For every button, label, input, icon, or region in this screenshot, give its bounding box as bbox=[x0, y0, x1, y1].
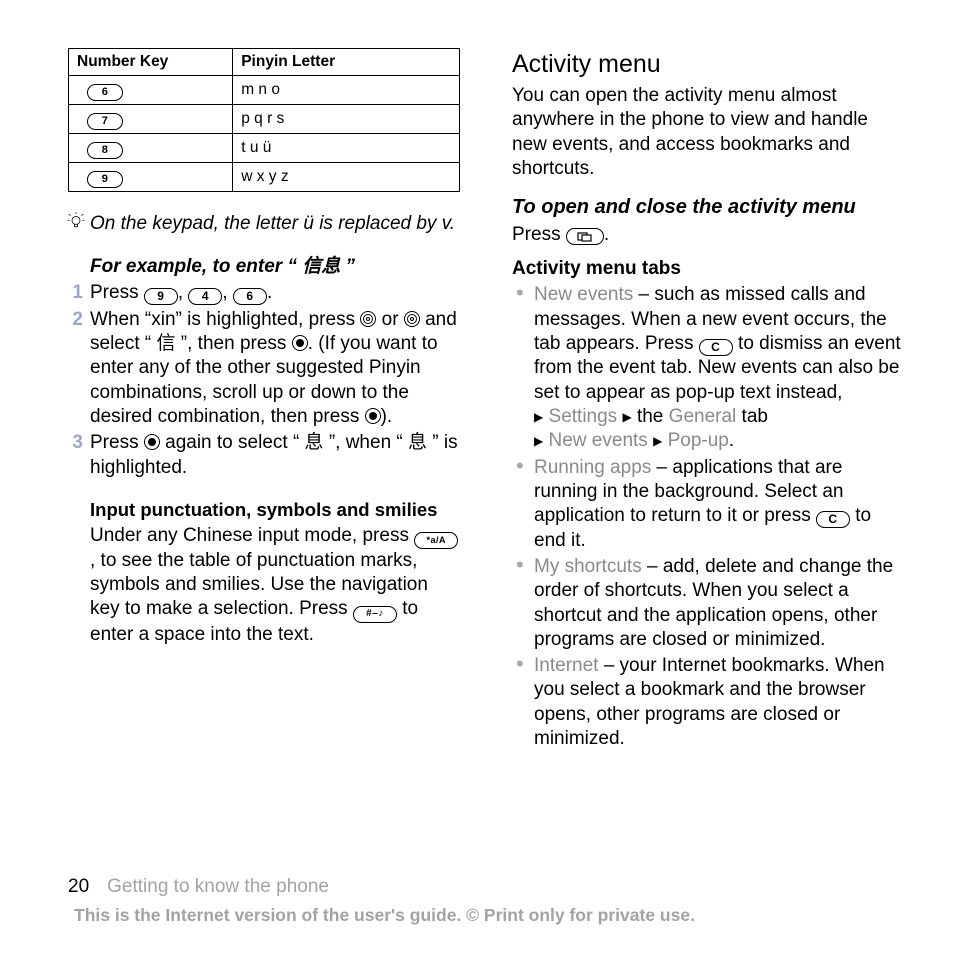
th-pinyin-letter: Pinyin Letter bbox=[233, 49, 460, 76]
shortcuts-label: My shortcuts bbox=[534, 556, 642, 577]
key-star: *a/A bbox=[414, 532, 458, 549]
th-number-key: Number Key bbox=[69, 49, 233, 76]
example-heading: For example, to enter “ 信息 ” bbox=[90, 255, 460, 279]
step3-a: Press bbox=[90, 432, 144, 453]
open-close-heading: To open and close the activity menu bbox=[512, 195, 904, 221]
steps-list: 1Press 9, 4, 6. 2When “xin” is highlight… bbox=[68, 281, 460, 480]
step-1: 1Press 9, 4, 6. bbox=[68, 281, 460, 305]
tabs-list: New events – such as missed calls and me… bbox=[512, 283, 904, 751]
activity-key-icon bbox=[566, 228, 604, 245]
page-columns: Number Key Pinyin Letter 6 m n o 7 p q r s… bbox=[68, 48, 904, 753]
step2-e: ). bbox=[381, 406, 393, 427]
tab-internet: Internet – your Internet bookmarks. When… bbox=[512, 654, 904, 751]
nav-ring-icon bbox=[360, 311, 376, 327]
tab-running-apps: Running apps – applications that are run… bbox=[512, 456, 904, 553]
step2-a: When “xin” is highlighted, press bbox=[90, 309, 360, 330]
pinyin-table: Number Key Pinyin Letter 6 m n o 7 p q r s… bbox=[68, 48, 460, 192]
step1-pre: Press bbox=[90, 282, 144, 303]
open-close-text: Press . bbox=[512, 223, 904, 247]
table-row: 9 w x y z bbox=[69, 162, 460, 191]
punctuation-heading: Input punctuation, symbols and smilies bbox=[90, 498, 460, 522]
table-row: 6 m n o bbox=[69, 75, 460, 104]
cell-letters: p q r s bbox=[233, 104, 460, 133]
table-row: 8 t u ü bbox=[69, 133, 460, 162]
key-7: 7 bbox=[87, 113, 123, 130]
step-2: 2When “xin” is highlighted, press or and… bbox=[68, 308, 460, 430]
punctuation-para: Under any Chinese input mode, press *a/A… bbox=[90, 524, 460, 647]
lightbulb-icon bbox=[68, 212, 86, 239]
key-8: 8 bbox=[87, 142, 123, 159]
key-9: 9 bbox=[87, 171, 123, 188]
nav-dot-icon bbox=[144, 434, 160, 450]
footer-note: This is the Internet version of the user… bbox=[74, 904, 904, 926]
tabs-heading: Activity menu tabs bbox=[512, 257, 904, 281]
popup-label: Pop-up bbox=[668, 430, 729, 451]
table-header-row: Number Key Pinyin Letter bbox=[69, 49, 460, 76]
page-footer: 20 Getting to know the phone This is the … bbox=[68, 875, 904, 926]
key-c: C bbox=[699, 339, 733, 356]
key-6: 6 bbox=[87, 84, 123, 101]
tab-new-events: New events – such as missed calls and me… bbox=[512, 283, 904, 453]
right-column: Activity menu You can open the activity … bbox=[512, 48, 904, 753]
key-9: 9 bbox=[144, 288, 178, 305]
key-6: 6 bbox=[233, 288, 267, 305]
cell-letters: t u ü bbox=[233, 133, 460, 162]
left-column: Number Key Pinyin Letter 6 m n o 7 p q r s… bbox=[68, 48, 460, 753]
key-4: 4 bbox=[188, 288, 222, 305]
activity-intro: You can open the activity menu almost an… bbox=[512, 84, 904, 181]
running-label: Running apps bbox=[534, 457, 651, 478]
cell-letters: w x y z bbox=[233, 162, 460, 191]
key-c: C bbox=[816, 511, 850, 528]
tip-note: On the keypad, the letter ü is replaced … bbox=[68, 212, 460, 239]
new-events-label: New events bbox=[534, 284, 633, 305]
key-hash: #–♪ bbox=[353, 606, 397, 623]
new-events-path: New events bbox=[549, 430, 648, 451]
cell-letters: m n o bbox=[233, 75, 460, 104]
page-number: 20 bbox=[68, 876, 89, 897]
activity-menu-title: Activity menu bbox=[512, 48, 904, 80]
step-3: 3Press again to select “ 息 ”, when “ 息 ”… bbox=[68, 431, 460, 480]
tip-text: On the keypad, the letter ü is replaced … bbox=[90, 212, 460, 236]
tab-my-shortcuts: My shortcuts – add, delete and change th… bbox=[512, 555, 904, 652]
general-label: General bbox=[669, 406, 737, 427]
internet-label: Internet bbox=[534, 655, 598, 676]
footer-section: Getting to know the phone bbox=[107, 876, 329, 897]
nav-dot-icon bbox=[365, 408, 381, 424]
punct-a: Under any Chinese input mode, press bbox=[90, 525, 414, 546]
nav-dot-icon bbox=[292, 335, 308, 351]
nav-ring-icon bbox=[404, 311, 420, 327]
settings-label: Settings bbox=[549, 406, 618, 427]
step2-b: or bbox=[376, 309, 403, 330]
table-row: 7 p q r s bbox=[69, 104, 460, 133]
